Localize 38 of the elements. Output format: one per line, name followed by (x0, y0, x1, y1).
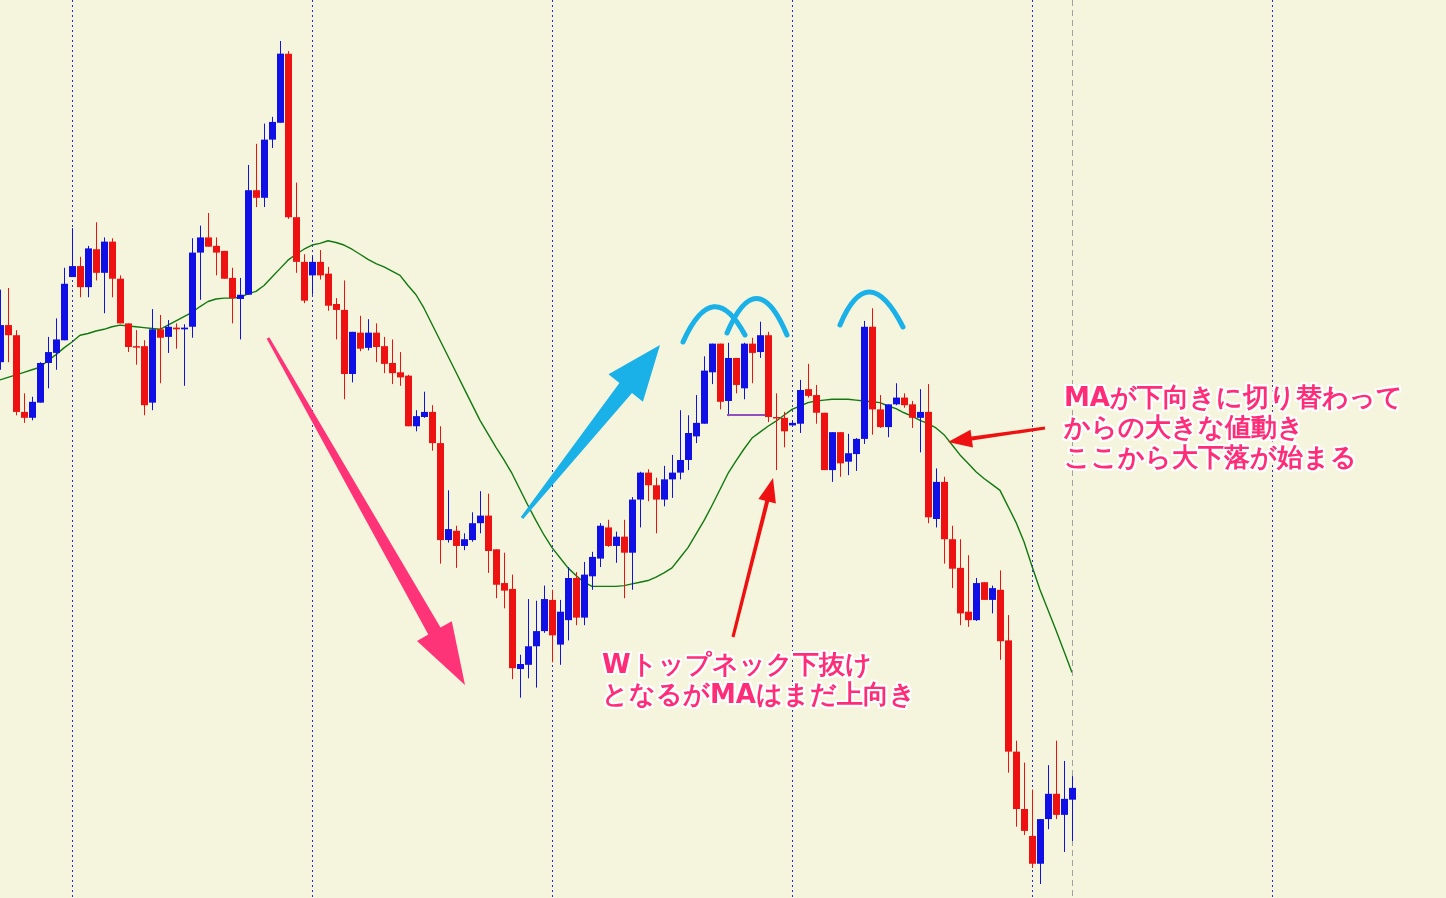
candlestick (69, 227, 76, 278)
candlestick (661, 465, 668, 507)
candlestick (77, 256, 84, 298)
candlestick (5, 287, 12, 363)
candlestick (621, 519, 628, 599)
candlestick (21, 392, 28, 424)
candlestick (989, 585, 996, 614)
candlestick (749, 337, 756, 384)
candlestick (781, 411, 788, 448)
candlestick (165, 319, 172, 354)
candlestick (157, 314, 164, 384)
annotation: MAが下向きに切り替わって (1064, 382, 1403, 413)
candlestick (453, 525, 460, 569)
candlestick (197, 225, 204, 301)
candlestick (477, 490, 484, 534)
annotation: となるがMAはまだ上向き (602, 679, 916, 710)
candlestick (1053, 740, 1060, 820)
candlestick (93, 221, 100, 281)
candlestick (885, 403, 892, 438)
candlestick (917, 388, 924, 453)
candlestick (757, 321, 764, 359)
candlestick (645, 468, 652, 502)
annotation: からの大きな値動き (1064, 412, 1304, 443)
annotation: Wトップネック下抜け (602, 649, 872, 680)
candlestick (253, 143, 260, 208)
candlestick (309, 255, 316, 296)
candlestick (677, 409, 684, 480)
candlestick (605, 519, 612, 548)
candlestick (237, 277, 244, 340)
candlestick (357, 315, 364, 352)
annotation: ここから大下落が始まる (1064, 442, 1357, 473)
candlestick (877, 394, 884, 429)
candlestick (365, 318, 372, 351)
candlestick (445, 489, 452, 544)
candlestick (533, 600, 540, 689)
candlestick (613, 531, 620, 564)
candlestick (1021, 762, 1028, 836)
candlestick (653, 477, 660, 534)
